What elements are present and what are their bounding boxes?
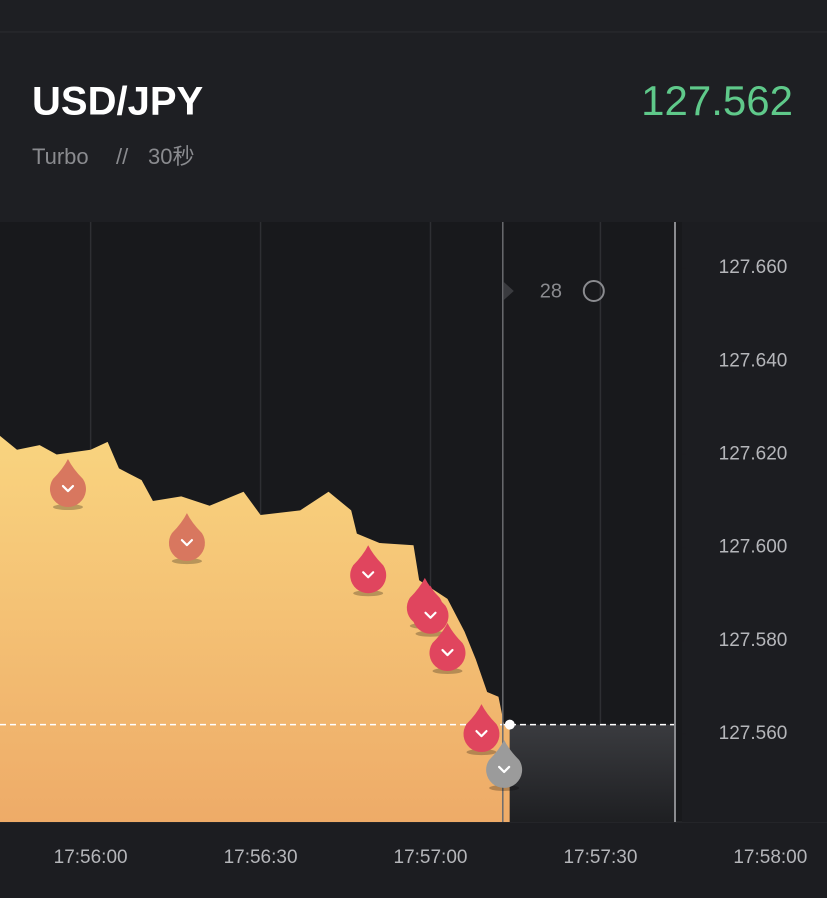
x-tick-label: 17:57:00 <box>394 847 468 868</box>
countdown: 28 <box>540 280 562 302</box>
x-axis-bg <box>0 822 827 893</box>
y-tick-label: 127.620 <box>719 443 788 464</box>
trade-marker <box>49 459 86 511</box>
y-axis-bg <box>682 222 827 822</box>
marker-chevron <box>475 729 488 738</box>
current-dot <box>504 719 515 730</box>
trade-marker <box>168 513 205 565</box>
marker-drop <box>463 704 500 753</box>
y-tick-label: 127.560 <box>719 723 788 744</box>
y-tick-label: 127.600 <box>719 537 788 558</box>
y-tick-label: 127.580 <box>719 630 788 651</box>
marker-drop <box>486 739 523 788</box>
top-bar <box>0 0 827 32</box>
marker-drop <box>350 545 387 594</box>
header <box>0 33 827 222</box>
price: 127.562 <box>641 77 793 124</box>
x-tick-label: 17:56:30 <box>224 847 298 868</box>
trade-marker <box>429 623 466 675</box>
x-tick-label: 17:58:00 <box>733 847 807 868</box>
marker-chevron <box>362 571 375 579</box>
separator: // <box>116 144 129 169</box>
marker-drop <box>49 459 86 508</box>
mode: Turbo <box>32 144 89 169</box>
x-tick-label: 17:56:00 <box>54 847 128 868</box>
trade-marker <box>412 585 449 637</box>
y-tick-label: 127.640 <box>719 350 788 371</box>
countdown-arrow <box>503 282 514 300</box>
symbol: USD/JPY <box>32 80 203 124</box>
marker-chevron <box>61 484 75 493</box>
marker-chevron <box>498 765 511 774</box>
marker-shadow <box>52 504 83 511</box>
marker-shadow <box>432 668 463 675</box>
marker-chevron <box>441 648 454 657</box>
marker-chevron <box>424 611 437 619</box>
y-tick-label: 127.660 <box>719 257 788 278</box>
trade-marker <box>463 704 500 756</box>
marker-shadow <box>353 590 384 597</box>
trade-marker <box>350 545 387 597</box>
marker-drop <box>168 513 205 562</box>
x-tick-label: 17:57:30 <box>563 847 637 868</box>
marker-shadow <box>466 749 497 756</box>
marker-shadow <box>415 630 446 637</box>
price-area <box>0 435 510 822</box>
duration: 30秒 <box>148 144 194 169</box>
countdown-ring <box>582 280 605 302</box>
marker-drop <box>412 585 449 634</box>
future-shade <box>509 724 674 822</box>
marker-chevron <box>180 538 194 547</box>
marker-drop <box>429 623 466 671</box>
trade-marker <box>486 739 523 791</box>
marker-shadow <box>489 784 520 791</box>
marker-shadow <box>171 558 202 565</box>
